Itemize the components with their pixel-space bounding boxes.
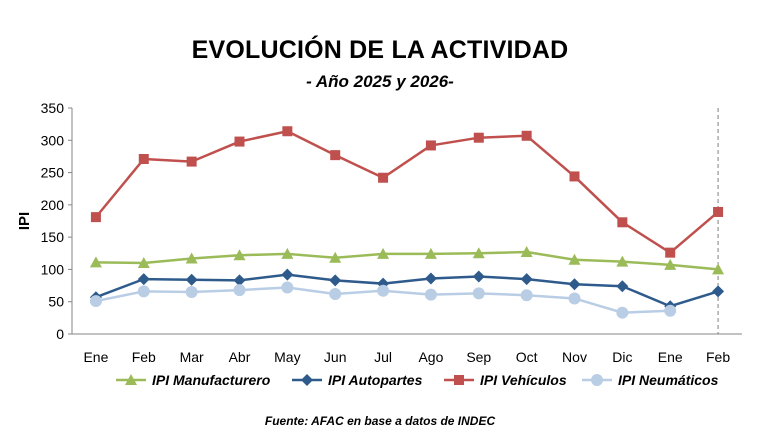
legend-marker-vehiculos [444, 375, 474, 385]
data-point-ipi-autopartes [520, 273, 533, 286]
x-tick-label: Nov [562, 349, 587, 365]
legend-label-neumaticos: IPI Neumáticos [618, 372, 719, 388]
x-tick-label: Jul [374, 349, 392, 365]
legend-marker-neumaticos [582, 374, 612, 386]
data-point-ipi-veh-culos [138, 154, 149, 165]
data-point-ipi-manufacturero [616, 255, 629, 267]
y-tick-label: 100 [41, 261, 65, 277]
data-point-ipi-manufacturero [377, 247, 390, 259]
data-point-ipi-neum-ticos [616, 306, 629, 319]
legend-item-manufacturero: IPI Manufacturero [116, 372, 270, 388]
x-tick-label: Ene [658, 349, 683, 365]
chart-title: EVOLUCIÓN DE LA ACTIVIDAD [191, 36, 569, 64]
x-tick-label: Jun [324, 349, 347, 365]
legend-label-manufacturero: IPI Manufacturero [152, 372, 271, 388]
legend-item-neumaticos: IPI Neumáticos [582, 372, 718, 388]
data-point-ipi-veh-culos [425, 140, 436, 151]
data-point-ipi-manufacturero [185, 252, 198, 264]
y-tick-label: 150 [41, 229, 65, 245]
x-tick-label: Feb [132, 349, 156, 365]
data-point-ipi-neum-ticos [185, 286, 198, 299]
x-tick-label: Feb [706, 349, 730, 365]
data-point-ipi-veh-culos [378, 172, 389, 183]
data-point-ipi-veh-culos [569, 171, 580, 182]
data-point-ipi-veh-culos [186, 156, 197, 167]
x-tick-label: Mar [180, 349, 204, 365]
data-point-ipi-autopartes [281, 268, 294, 281]
data-point-ipi-neum-ticos [281, 281, 294, 294]
data-point-ipi-veh-culos [617, 217, 628, 228]
data-point-ipi-manufacturero [89, 256, 102, 268]
data-point-ipi-neum-ticos [568, 292, 581, 305]
data-point-ipi-neum-ticos [424, 288, 437, 301]
data-point-ipi-autopartes [568, 278, 581, 291]
series-line-ipi-manufacturero [95, 250, 719, 271]
data-point-ipi-autopartes [233, 274, 246, 287]
legend-label-autopartes: IPI Autopartes [328, 372, 423, 388]
data-point-ipi-neum-ticos [329, 287, 342, 300]
y-tick-label: 250 [41, 165, 65, 181]
data-point-ipi-autopartes [616, 280, 629, 293]
data-point-ipi-veh-culos [665, 247, 676, 258]
series-line-ipi-veh-culos [94, 129, 719, 254]
data-point-ipi-veh-culos [234, 136, 245, 147]
data-point-ipi-manufacturero [664, 258, 677, 270]
x-tick-label: May [274, 349, 300, 365]
data-point-ipi-veh-culos [521, 130, 532, 141]
data-point-ipi-manufacturero [472, 247, 485, 259]
data-point-ipi-autopartes [424, 272, 437, 285]
y-tick-label: 300 [41, 132, 65, 148]
data-point-ipi-manufacturero [329, 251, 342, 263]
data-point-ipi-manufacturero [281, 247, 294, 259]
data-point-ipi-neum-ticos [89, 295, 102, 308]
y-tick-label: 200 [41, 197, 65, 213]
data-point-ipi-neum-ticos [664, 304, 677, 317]
data-point-ipi-autopartes [137, 273, 150, 286]
legend-marker-manufacturero [116, 374, 146, 385]
x-tick-label: Sep [466, 349, 491, 365]
x-tick-label: Ene [83, 349, 108, 365]
data-point-ipi-neum-ticos [472, 287, 485, 300]
x-tick-label: Dic [612, 349, 632, 365]
data-point-ipi-autopartes [712, 285, 725, 298]
legend-marker-autopartes [292, 374, 322, 386]
y-axis-label: IPI [16, 212, 33, 230]
data-point-ipi-manufacturero [137, 256, 150, 268]
data-point-ipi-neum-ticos [520, 289, 533, 302]
legend-item-autopartes: IPI Autopartes [292, 372, 422, 388]
series-line-ipi-autopartes [95, 273, 719, 308]
data-point-ipi-autopartes [185, 273, 198, 286]
data-point-ipi-veh-culos [282, 126, 293, 137]
data-point-ipi-manufacturero [233, 249, 246, 261]
data-point-ipi-manufacturero [712, 263, 725, 275]
data-point-ipi-manufacturero [568, 253, 581, 265]
data-point-ipi-veh-culos [713, 206, 724, 217]
x-tick-label: Abr [229, 349, 251, 365]
chart-source: Fuente: AFAC en base a datos de INDEC [264, 414, 496, 428]
data-point-ipi-autopartes [329, 274, 342, 287]
legend-item-vehiculos: IPI Vehículos [444, 372, 567, 388]
data-point-ipi-neum-ticos [137, 285, 150, 298]
data-point-ipi-neum-ticos [233, 284, 246, 297]
chart-subtitle: - Año 2025 y 2026- [306, 72, 454, 91]
data-point-ipi-veh-culos [90, 212, 101, 223]
legend-label-vehiculos: IPI Vehículos [480, 372, 567, 388]
y-tick-label: 0 [56, 326, 64, 342]
y-tick-label: 50 [48, 294, 64, 310]
data-point-ipi-neum-ticos [377, 284, 390, 297]
data-point-ipi-veh-culos [473, 132, 484, 143]
data-point-ipi-manufacturero [520, 245, 533, 257]
data-point-ipi-veh-culos [330, 150, 341, 161]
data-point-ipi-manufacturero [424, 247, 437, 259]
x-tick-label: Oct [516, 349, 538, 365]
y-tick-label: 350 [41, 100, 65, 116]
x-tick-label: Ago [418, 349, 443, 365]
data-point-ipi-autopartes [472, 270, 485, 283]
chart-legend: IPI Manufacturero IPI Autopartes IPI Veh… [100, 372, 740, 392]
